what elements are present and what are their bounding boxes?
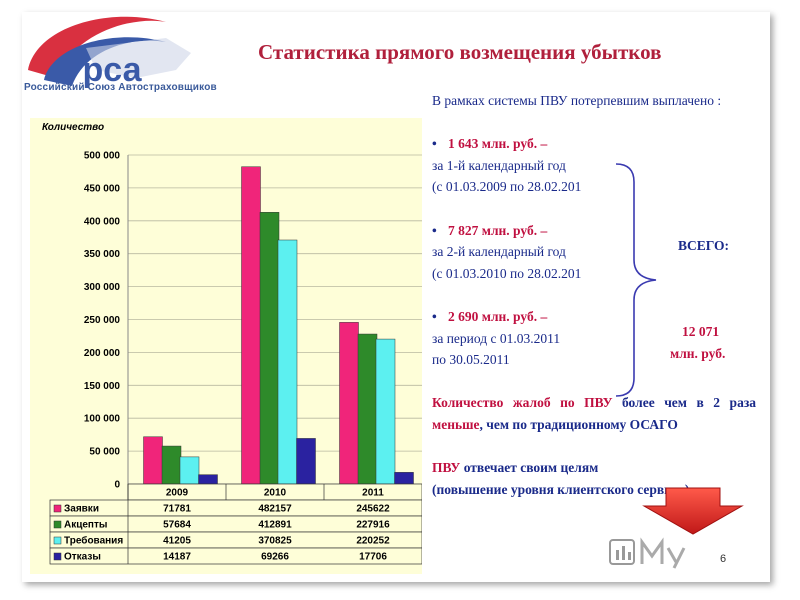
intro-text: В рамках системы ПВУ потерпевшим выплаче…: [432, 93, 722, 108]
total-value: 12 071: [682, 324, 720, 339]
legend-label: Акцепты: [64, 520, 107, 531]
y-tick-label: 100 000: [84, 414, 121, 425]
table-cell: 41205: [163, 536, 191, 547]
legend-swatch: [53, 520, 62, 529]
bullet: •: [432, 308, 437, 324]
summary-text: В рамках системы ПВУ потерпевшим выплаче…: [432, 90, 756, 500]
period-1-line2: (с 01.03.2009 по 28.02.201: [432, 179, 582, 195]
red-arrow-icon: [642, 487, 744, 535]
table-cell: 71781: [163, 504, 191, 515]
table-cell: 14187: [163, 552, 191, 563]
y-tick-label: 250 000: [84, 315, 121, 326]
legend-swatch: [53, 536, 62, 545]
legend-swatch: [53, 552, 62, 561]
y-tick-label: 350 000: [84, 249, 121, 260]
bar-Требования-2010: [277, 239, 298, 485]
page-title: Статистика прямого возмещения убытков: [258, 40, 662, 64]
y-tick-label: 500 000: [84, 151, 121, 162]
y-tick-label: 50 000: [89, 447, 120, 458]
table-row: Заявки 71781 482157 245622: [49, 499, 422, 517]
rsa-logo: рса: [28, 16, 191, 89]
bar-Заявки-2010: [241, 166, 261, 485]
period-2-line1: за 2-й календарный год: [432, 244, 566, 260]
logo-subtitle: Российский Союз Автостраховщиков: [24, 82, 217, 93]
bar-Акцепты-2009: [161, 445, 182, 485]
legend-label: Заявки: [64, 504, 99, 515]
bullet: •: [432, 136, 437, 152]
period-1-line1: за 1-й календарный год: [432, 157, 566, 173]
pvu-text: ПВУ отвечает своим целям: [432, 460, 599, 476]
table-cell: 482157: [258, 504, 292, 515]
table-row: Требования 41205 370825 220252: [49, 531, 422, 549]
amount-1: 1 643 млн. руб. –: [448, 136, 548, 152]
bar-Требования-2011: [375, 338, 396, 485]
y-tick-label: 400 000: [84, 216, 121, 227]
y-tick-label: 150 000: [84, 381, 121, 392]
legend-label: Требования: [64, 535, 123, 547]
watermark-icon: [609, 537, 686, 569]
chart-panel: Количество 0 50 000 100 000 150 000 200 000 2…: [30, 118, 422, 574]
legend-label: Отказы: [64, 552, 101, 563]
category-label: 2011: [362, 488, 384, 499]
category-label: 2009: [166, 488, 189, 499]
bar-Заявки-2009: [143, 436, 163, 485]
y-ticks: 0 50 000 100 000 150 000 200 000 250 000 300 0…: [84, 151, 121, 491]
bar-Заявки-2011: [339, 322, 359, 485]
bar-Отказы-2010: [296, 438, 316, 485]
total-unit: млн. руб.: [670, 346, 726, 361]
complaints-text: Количество жалоб по ПВУ более чем в 2 ра…: [432, 395, 756, 432]
amount-3: 2 690 млн. руб. –: [448, 308, 548, 324]
bar-Акцепты-2011: [357, 333, 378, 485]
y-axis-label: Количество: [42, 122, 105, 133]
y-tick-label: 0: [114, 480, 120, 491]
bar-Отказы-2009: [198, 474, 218, 485]
y-tick-label: 200 000: [84, 348, 121, 359]
bar-Акцепты-2010: [259, 212, 280, 485]
total-label: ВСЕГО:: [678, 238, 730, 253]
page-number: 6: [720, 553, 727, 565]
bar-chart: 0 50 000 100 000 150 000 200 000 250 000 300 0…: [49, 151, 422, 565]
table-cell: 412891: [258, 520, 292, 531]
logo-blue-arc: [44, 37, 166, 86]
period-3-line2: по 30.05.2011: [432, 352, 510, 368]
pvu-text-2: (повышение уровня клиентского сервиса): [432, 481, 690, 497]
y-tick-label: 300 000: [84, 282, 121, 293]
table-cell: 227916: [356, 520, 390, 531]
y-tick-label: 450 000: [84, 183, 121, 194]
category-label: 2010: [264, 488, 287, 499]
logo-text: рса: [82, 51, 142, 89]
period-3-line1: за период с 01.03.2011: [432, 330, 561, 346]
bars: [143, 166, 414, 485]
period-2-line2: (с 01.03.2010 по 28.02.201: [432, 265, 582, 281]
table-cell: 17706: [359, 552, 387, 563]
table-cell: 370825: [258, 536, 292, 547]
legend-swatch: [53, 504, 62, 513]
bracket: [615, 163, 657, 397]
bar-Отказы-2011: [394, 472, 414, 485]
table-cell: 220252: [356, 536, 390, 547]
table-cell: 69266: [261, 552, 289, 563]
table-cell: 245622: [356, 504, 390, 515]
amount-2: 7 827 млн. руб. –: [448, 222, 548, 238]
table-row: Отказы 14187 69266 17706: [49, 547, 422, 565]
bar-Требования-2009: [179, 456, 200, 485]
table-row: Акцепты 57684 412891 227916: [49, 515, 422, 533]
logo-map: [86, 38, 191, 78]
table-cell: 57684: [163, 520, 191, 531]
bullet: •: [432, 222, 437, 238]
